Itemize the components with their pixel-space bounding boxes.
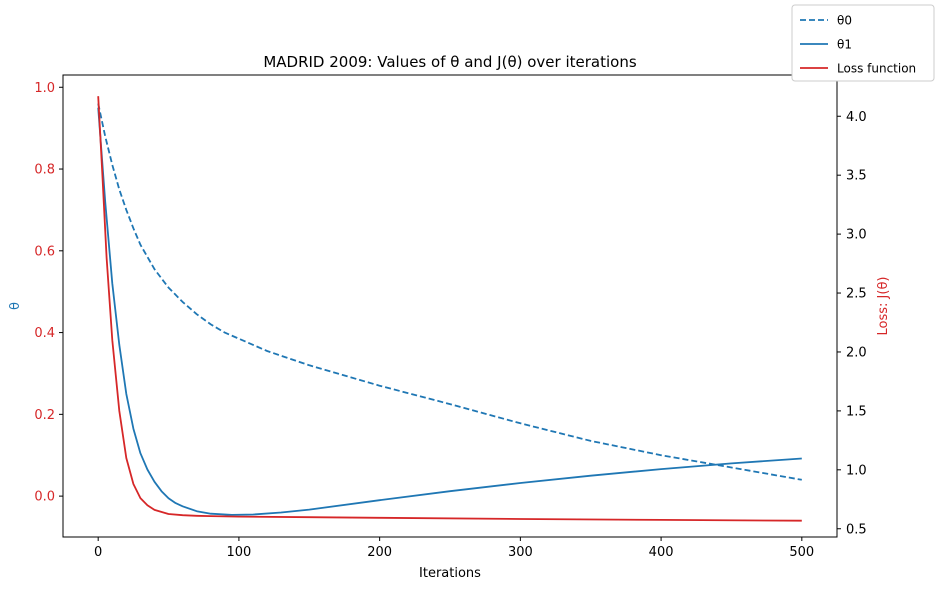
y-left-tick-label: 0.0 [34,490,55,505]
legend-box [791,4,935,82]
y-right-tick-label: 2.0 [846,345,867,360]
series-line-2 [97,107,802,516]
x-tick-label: 0 [94,545,102,560]
series-group [97,96,802,522]
y-right-tick-label: 0.5 [846,522,867,537]
series-line-3 [97,96,802,522]
x-tick-label: 300 [508,545,533,560]
y-right-axis-label: Loss: J(θ) [876,277,891,336]
x-axis-label: Iterations [419,566,481,581]
y-right-tick-label: 1.5 [846,404,867,419]
y-left-axis-label: θ [8,302,23,310]
x-tick-label: 200 [367,545,392,560]
y-right-tick-label: 4.0 [846,110,867,125]
y-right-tick-label: 3.5 [846,169,867,184]
legend-label: Loss function [837,62,916,76]
x-tick-label: 100 [226,545,251,560]
chart-title: MADRID 2009: Values of θ and J(θ) over i… [263,53,637,71]
legend-label: θ1 [837,38,852,52]
y-right-tick-label: 1.0 [846,463,867,478]
y-left-tick-label: 0.6 [34,244,55,259]
legend: θ0 θ1 Loss function [791,4,935,82]
x-tick-label: 500 [789,545,814,560]
y-left-tick-label: 0.8 [34,163,55,178]
y-left-tick-label: 0.4 [34,326,55,341]
y-left-tick-label: 1.0 [34,81,55,96]
y-left-tick-label: 0.2 [34,408,55,423]
plot-area: 0 100 200 300 400 500 0.0 0.2 0.4 0.6 0.8 1.0 0.5 1.0… [34,74,867,560]
plot-frame [62,74,838,538]
series-line-1 [97,103,802,481]
y-right-tick-label: 3.0 [846,228,867,243]
x-tick-label: 400 [649,545,674,560]
y-right-tick-label: 2.5 [846,287,867,302]
legend-label: θ0 [837,14,852,28]
